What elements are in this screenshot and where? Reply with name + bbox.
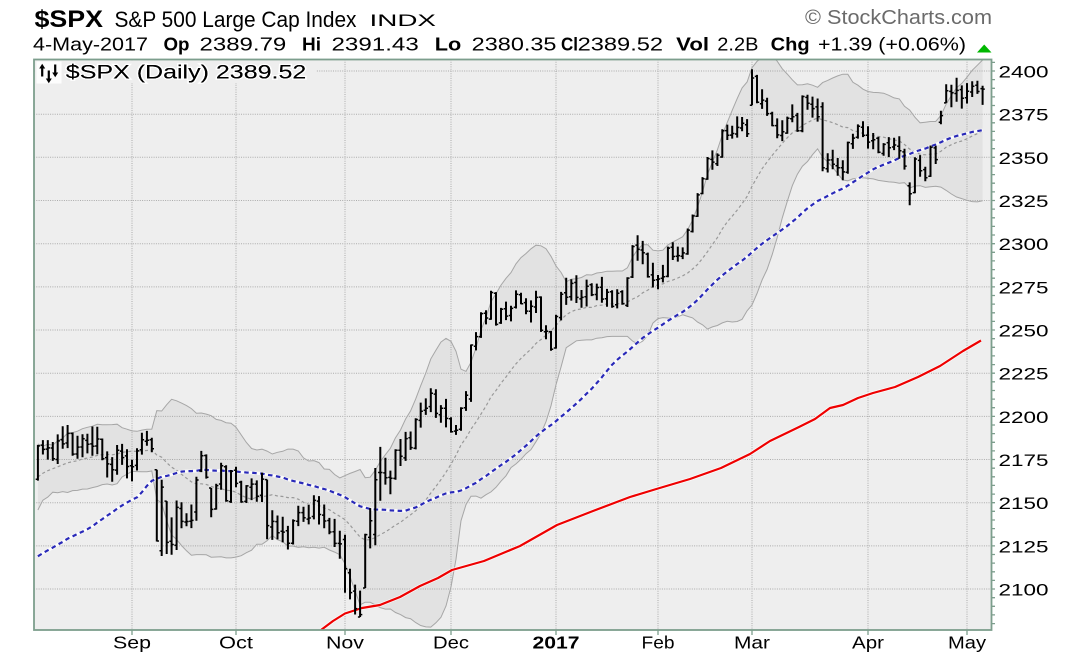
svg-text:2250: 2250	[999, 322, 1049, 341]
svg-text:Cl: Cl	[561, 35, 578, 55]
svg-text:2100: 2100	[999, 581, 1049, 600]
svg-text:Dec: Dec	[433, 633, 469, 653]
svg-text:2391.43: 2391.43	[332, 35, 419, 55]
svg-text:Feb: Feb	[642, 633, 675, 653]
svg-text:2300: 2300	[999, 235, 1049, 254]
svg-text:4-May-2017: 4-May-2017	[33, 35, 148, 55]
svg-text:2150: 2150	[999, 494, 1049, 513]
svg-text:2275: 2275	[999, 278, 1049, 297]
svg-text:2175: 2175	[999, 451, 1049, 470]
svg-text:Mar: Mar	[734, 633, 770, 653]
svg-text:2389.79: 2389.79	[200, 35, 287, 55]
svg-text:2.2B: 2.2B	[717, 35, 758, 55]
svg-text:Nov: Nov	[326, 633, 364, 653]
svg-text:Op: Op	[164, 35, 190, 55]
svg-text:2225: 2225	[999, 365, 1049, 384]
svg-text:2125: 2125	[999, 537, 1049, 556]
svg-text:Sep: Sep	[113, 633, 151, 653]
svg-text:2350: 2350	[999, 149, 1049, 168]
svg-text:$SPX: $SPX	[35, 6, 104, 33]
svg-text:2200: 2200	[999, 408, 1049, 427]
svg-text:$SPX (Daily) 2389.52: $SPX (Daily) 2389.52	[66, 63, 306, 84]
svg-text:2400: 2400	[999, 63, 1049, 82]
svg-text:2380.35: 2380.35	[472, 35, 557, 55]
svg-text:Lo: Lo	[435, 35, 462, 55]
svg-text:Vol: Vol	[676, 35, 709, 55]
svg-text:2325: 2325	[999, 192, 1049, 211]
svg-text:Oct: Oct	[219, 633, 253, 653]
svg-text:Hi: Hi	[302, 35, 321, 55]
svg-text:2017: 2017	[533, 633, 580, 653]
svg-text:2389.52: 2389.52	[578, 35, 664, 55]
svg-text:2375: 2375	[999, 106, 1049, 125]
svg-text:Chg: Chg	[771, 35, 810, 55]
svg-text:S&P 500 Large Cap Index: S&P 500 Large Cap Index	[115, 7, 357, 32]
svg-text:INDX: INDX	[370, 12, 437, 30]
svg-text:May: May	[948, 633, 986, 653]
svg-text:$SPX (Daily) 2389.52: $SPX (Daily) 2389.52	[66, 63, 306, 84]
svg-text:© StockCharts.com: © StockCharts.com	[805, 7, 992, 29]
svg-text:+1.39 (+0.06%): +1.39 (+0.06%)	[818, 35, 966, 55]
svg-text:Apr: Apr	[852, 633, 884, 653]
